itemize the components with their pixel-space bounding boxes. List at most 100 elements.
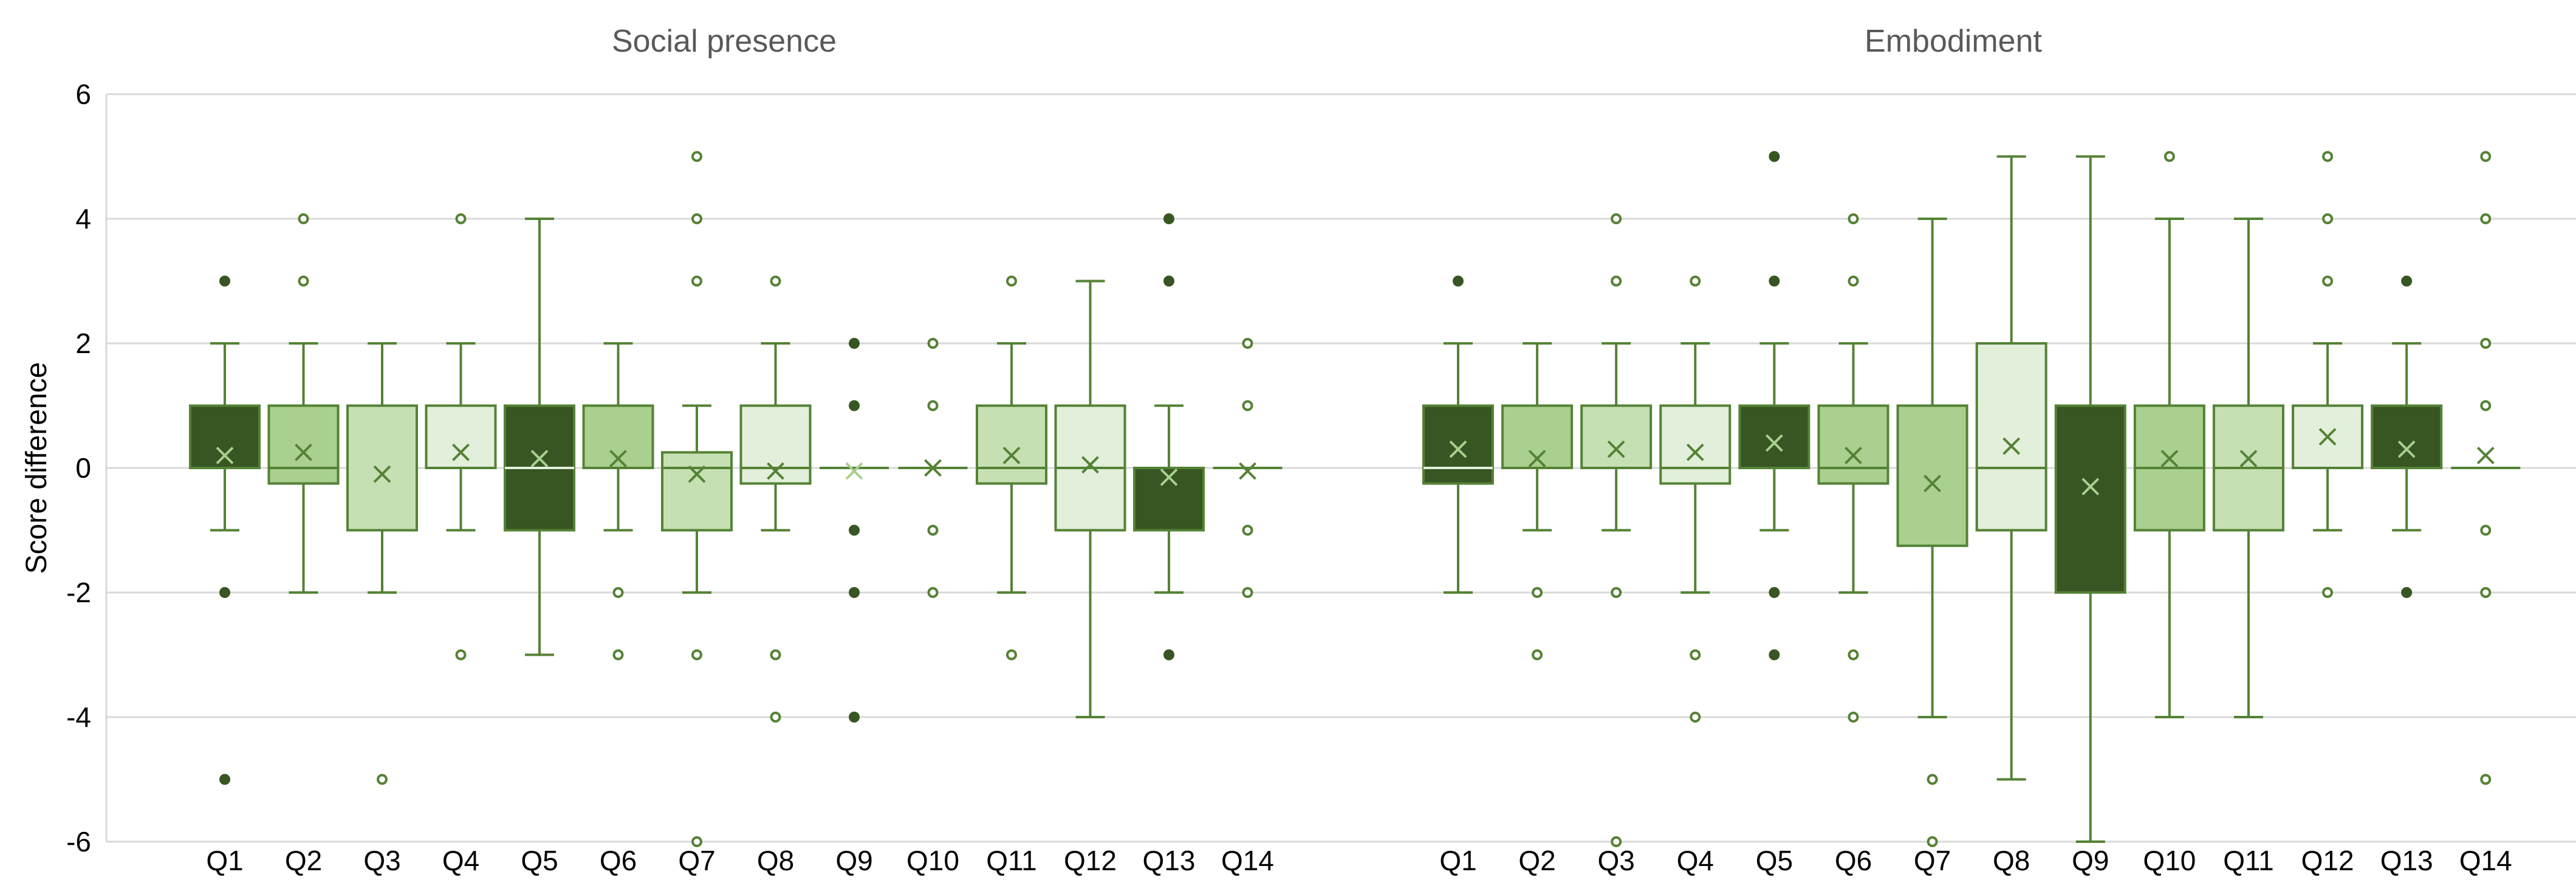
outlier-point	[2401, 275, 2413, 287]
box-q7	[1896, 218, 1968, 847]
outlier-point	[2480, 151, 2492, 162]
outlier-point	[2163, 151, 2175, 162]
x-tick-label: Q6	[600, 845, 637, 876]
box-body	[346, 404, 418, 532]
outlier-point	[2480, 400, 2492, 411]
outlier-point	[1848, 213, 1859, 224]
mean-marker	[688, 465, 706, 483]
mean-marker	[1449, 440, 1467, 458]
outlier-point	[927, 524, 939, 536]
outlier-point	[455, 649, 467, 661]
mean-marker	[2397, 440, 2416, 458]
x-axis: Q1 Q2 Q3 Q4 Q5 Q6 Q7 Q8 Q9 Q10 Q11 Q12 Q13 Q14 Q1 Q2 Q3 Q…	[206, 845, 2512, 876]
outlier-point	[1532, 587, 1543, 598]
box-q14	[1213, 338, 1283, 598]
x-tick-label: Q7	[1914, 845, 1951, 876]
x-tick-label: Q8	[1993, 845, 2030, 876]
outlier-point	[849, 712, 860, 723]
box-q4	[1659, 275, 1732, 723]
outlier-point	[2480, 587, 2492, 598]
mean-marker	[2002, 437, 2021, 455]
x-tick-label: Q9	[2072, 845, 2109, 876]
mean-marker	[2476, 447, 2495, 464]
mean-marker	[924, 459, 942, 477]
x-tick-label: Q11	[986, 845, 1037, 876]
box-q1	[1422, 275, 1494, 594]
x-tick-label: Q7	[678, 845, 715, 876]
outlier-point	[770, 712, 781, 723]
outlier-point	[1611, 213, 1622, 224]
y-tick-label: 0	[75, 452, 91, 484]
mean-marker	[2081, 478, 2100, 496]
outlier-point	[1006, 275, 1017, 287]
x-tick-label: Q1	[1439, 845, 1476, 876]
mean-marker	[845, 462, 863, 480]
box-q7	[661, 151, 733, 847]
box-q12	[1054, 280, 1126, 718]
x-tick-label: Q6	[1835, 845, 1872, 876]
mean-marker	[1528, 450, 1546, 468]
box-body	[2371, 404, 2443, 469]
outlier-point	[849, 587, 860, 598]
outlier-point	[1006, 649, 1017, 661]
mean-marker	[1607, 440, 1625, 458]
outlier-point	[298, 275, 309, 287]
x-tick-label: Q14	[1221, 845, 1274, 876]
x-tick-label: Q5	[1756, 845, 1793, 876]
box-body	[425, 404, 497, 469]
x-tick-label: Q5	[521, 845, 558, 876]
panel-title: Embodiment	[1865, 24, 2042, 59]
box-q5	[1738, 151, 1810, 661]
outlier-point	[691, 151, 702, 162]
box-q10	[2133, 151, 2205, 718]
mean-marker	[1765, 434, 1783, 452]
y-axis: 6 4 2 0 -2 -4 -6 Score difference	[21, 78, 91, 857]
box-q8	[739, 275, 812, 723]
box-q10	[898, 338, 968, 598]
box-q14	[2451, 151, 2521, 785]
box-q1	[189, 275, 261, 785]
box-q2	[267, 213, 340, 594]
x-tick-label: Q4	[442, 845, 479, 876]
mean-marker	[1160, 468, 1178, 486]
outlier-point	[455, 213, 467, 224]
outlier-point	[1927, 774, 1938, 785]
box-body	[1580, 404, 1653, 469]
outlier-point	[2322, 213, 2334, 224]
box-body	[1659, 404, 1732, 485]
x-tick-label: Q13	[2380, 845, 2433, 876]
x-tick-label: Q10	[906, 845, 959, 876]
outlier-point	[691, 649, 702, 661]
outlier-point	[1532, 649, 1543, 661]
outlier-point	[219, 587, 230, 598]
x-tick-label: Q11	[2223, 845, 2274, 876]
x-tick-label: Q9	[835, 845, 872, 876]
box-q4	[425, 213, 497, 661]
mean-marker	[295, 443, 312, 461]
box-q11	[2213, 218, 2284, 718]
outlier-point	[849, 338, 860, 349]
box-body	[1738, 404, 1810, 469]
outlier-point	[1242, 587, 1253, 598]
x-tick-label: Q14	[2459, 845, 2512, 876]
y-tick-label: -4	[66, 701, 91, 733]
panel-title: Social presence	[612, 24, 837, 59]
box-q3	[346, 342, 418, 785]
outlier-point	[691, 213, 702, 224]
mean-marker	[1923, 475, 1942, 493]
outlier-point	[1611, 836, 1622, 847]
outlier-point	[1927, 836, 1938, 847]
box-body	[2054, 404, 2126, 594]
y-tick-label: 6	[75, 78, 91, 110]
box-q13	[1133, 213, 1205, 661]
box-q12	[2292, 151, 2364, 598]
x-tick-label: Q4	[1677, 845, 1714, 876]
outlier-point	[1848, 712, 1859, 723]
outlier-point	[219, 275, 230, 287]
box-q2	[1501, 342, 1574, 661]
box-body	[1975, 342, 2047, 532]
mean-marker	[1081, 456, 1099, 474]
outlier-point	[1163, 275, 1174, 287]
outlier-point	[2480, 524, 2492, 536]
